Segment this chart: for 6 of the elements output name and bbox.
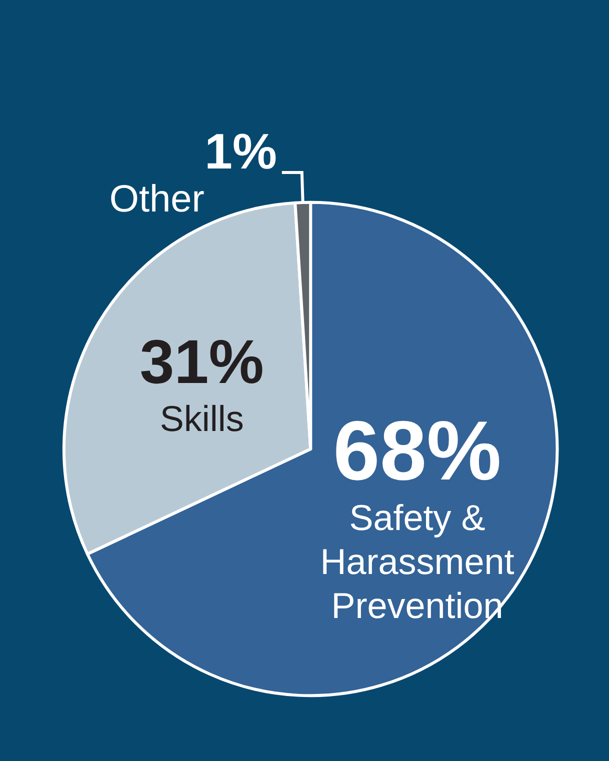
slice-label: Other — [109, 178, 205, 220]
data-label: 68% — [333, 404, 502, 498]
slice-label: Skills — [160, 398, 244, 440]
slice-label: Safety & Harassment Prevention — [320, 497, 514, 626]
data-label: 1% — [204, 123, 277, 180]
data-label: 31% — [140, 328, 264, 398]
